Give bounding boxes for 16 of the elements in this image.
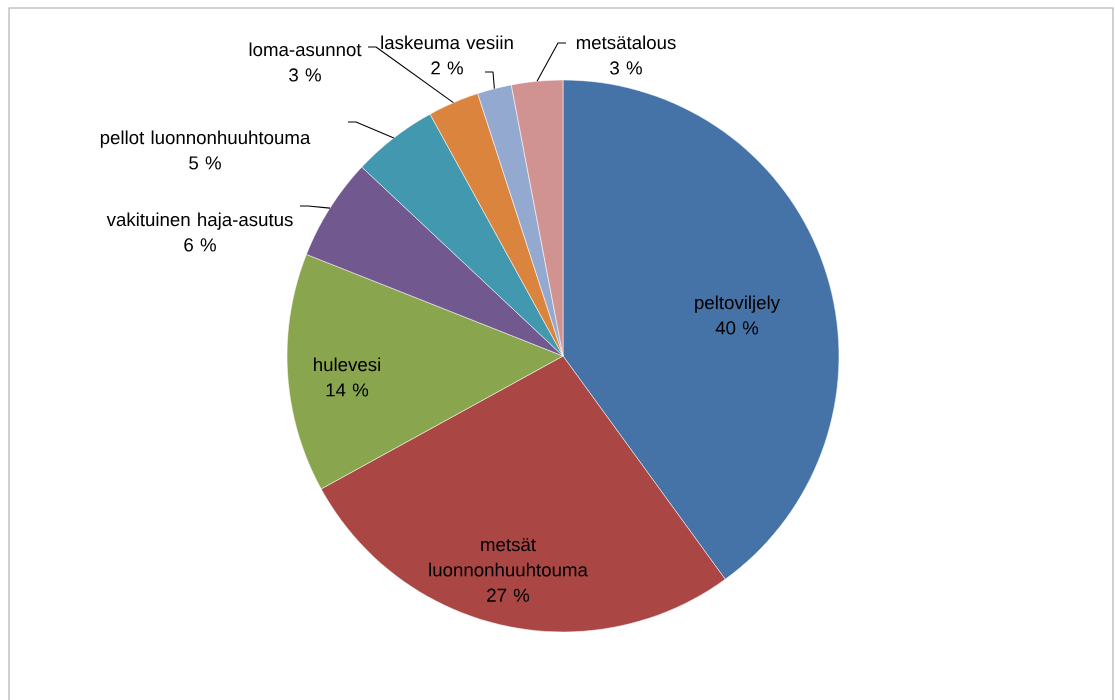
data-label: 3 % bbox=[610, 61, 642, 75]
slice-label: metsätalous bbox=[576, 35, 676, 50]
slice-label: metsät luonnonhuuhtouma bbox=[429, 538, 588, 577]
slice-label: peltoviljely bbox=[695, 295, 781, 313]
data-label: 5 % bbox=[189, 156, 221, 170]
slice-label: vakituinen haja-asutus bbox=[106, 212, 293, 230]
data-label: 3 % bbox=[289, 68, 321, 82]
slice-label: pellot luonnonhuuhtouma bbox=[100, 130, 311, 148]
data-label: 2 % bbox=[431, 61, 463, 75]
data-label: 27 % bbox=[487, 588, 530, 602]
slice-label: loma-asunnot bbox=[249, 42, 362, 57]
data-label: 6 % bbox=[184, 238, 216, 252]
data-label: 14 % bbox=[326, 383, 369, 397]
slice-label: laskeuma vesiin bbox=[381, 35, 513, 50]
slice-label: hulevesi bbox=[314, 357, 380, 372]
data-label: 40 % bbox=[715, 321, 759, 335]
